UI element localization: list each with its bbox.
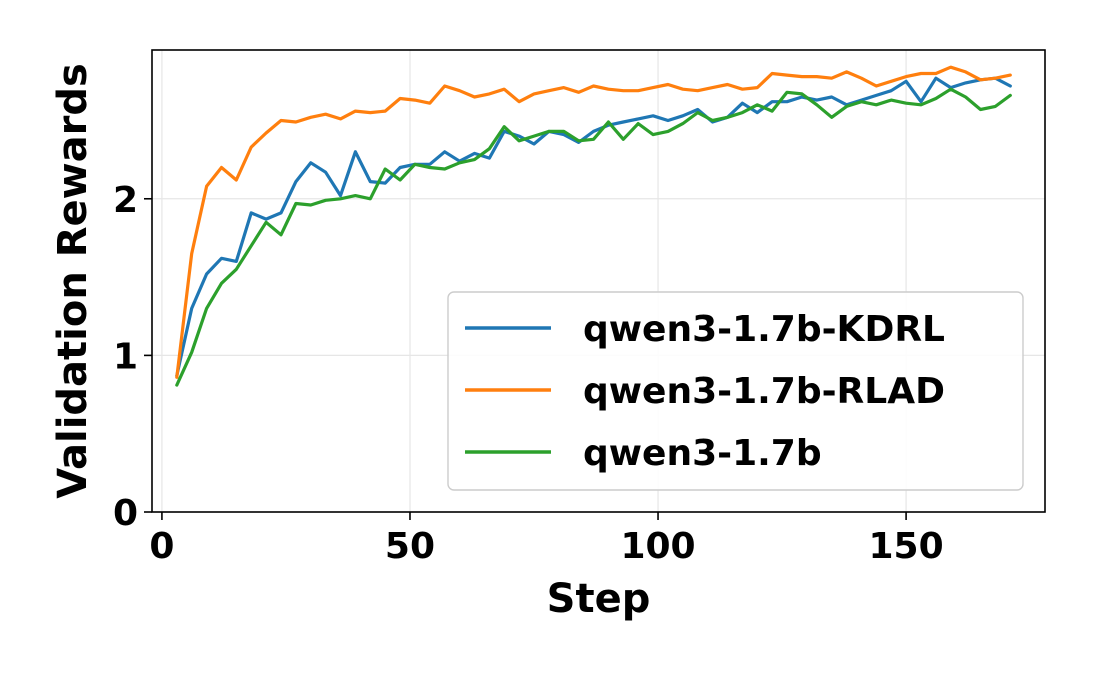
axis-ticks: 0 50 100 150 0 1 2 xyxy=(113,180,944,567)
series-line-qwen3-1.7b-KDRL xyxy=(175,76,1012,378)
legend: qwen3-1.7b-KDRL qwen3-1.7b-RLAD qwen3-1.7b xyxy=(447,291,1024,491)
series-lines xyxy=(175,65,1012,387)
x-tick-label: 0 xyxy=(149,526,174,567)
legend-label: qwen3-1.7b-KDRL xyxy=(583,309,945,350)
series-line-qwen3-1.7b xyxy=(175,87,1012,387)
x-tick-label: 150 xyxy=(869,526,944,567)
legend-label: qwen3-1.7b-RLAD xyxy=(583,371,945,412)
x-tick-label: 100 xyxy=(620,526,695,567)
x-axis-title: Step xyxy=(547,576,651,622)
x-tick-label: 50 xyxy=(385,526,435,567)
legend-box xyxy=(447,291,1024,491)
plot-frame xyxy=(151,49,1046,513)
legend-label: qwen3-1.7b xyxy=(583,433,822,474)
y-tick-label: 0 xyxy=(113,493,138,534)
y-tick-label: 1 xyxy=(113,336,138,377)
series-line-qwen3-1.7b-RLAD xyxy=(175,65,1012,379)
y-axis-title: Validation Rewards xyxy=(50,63,96,499)
y-tick-label: 2 xyxy=(113,180,138,221)
